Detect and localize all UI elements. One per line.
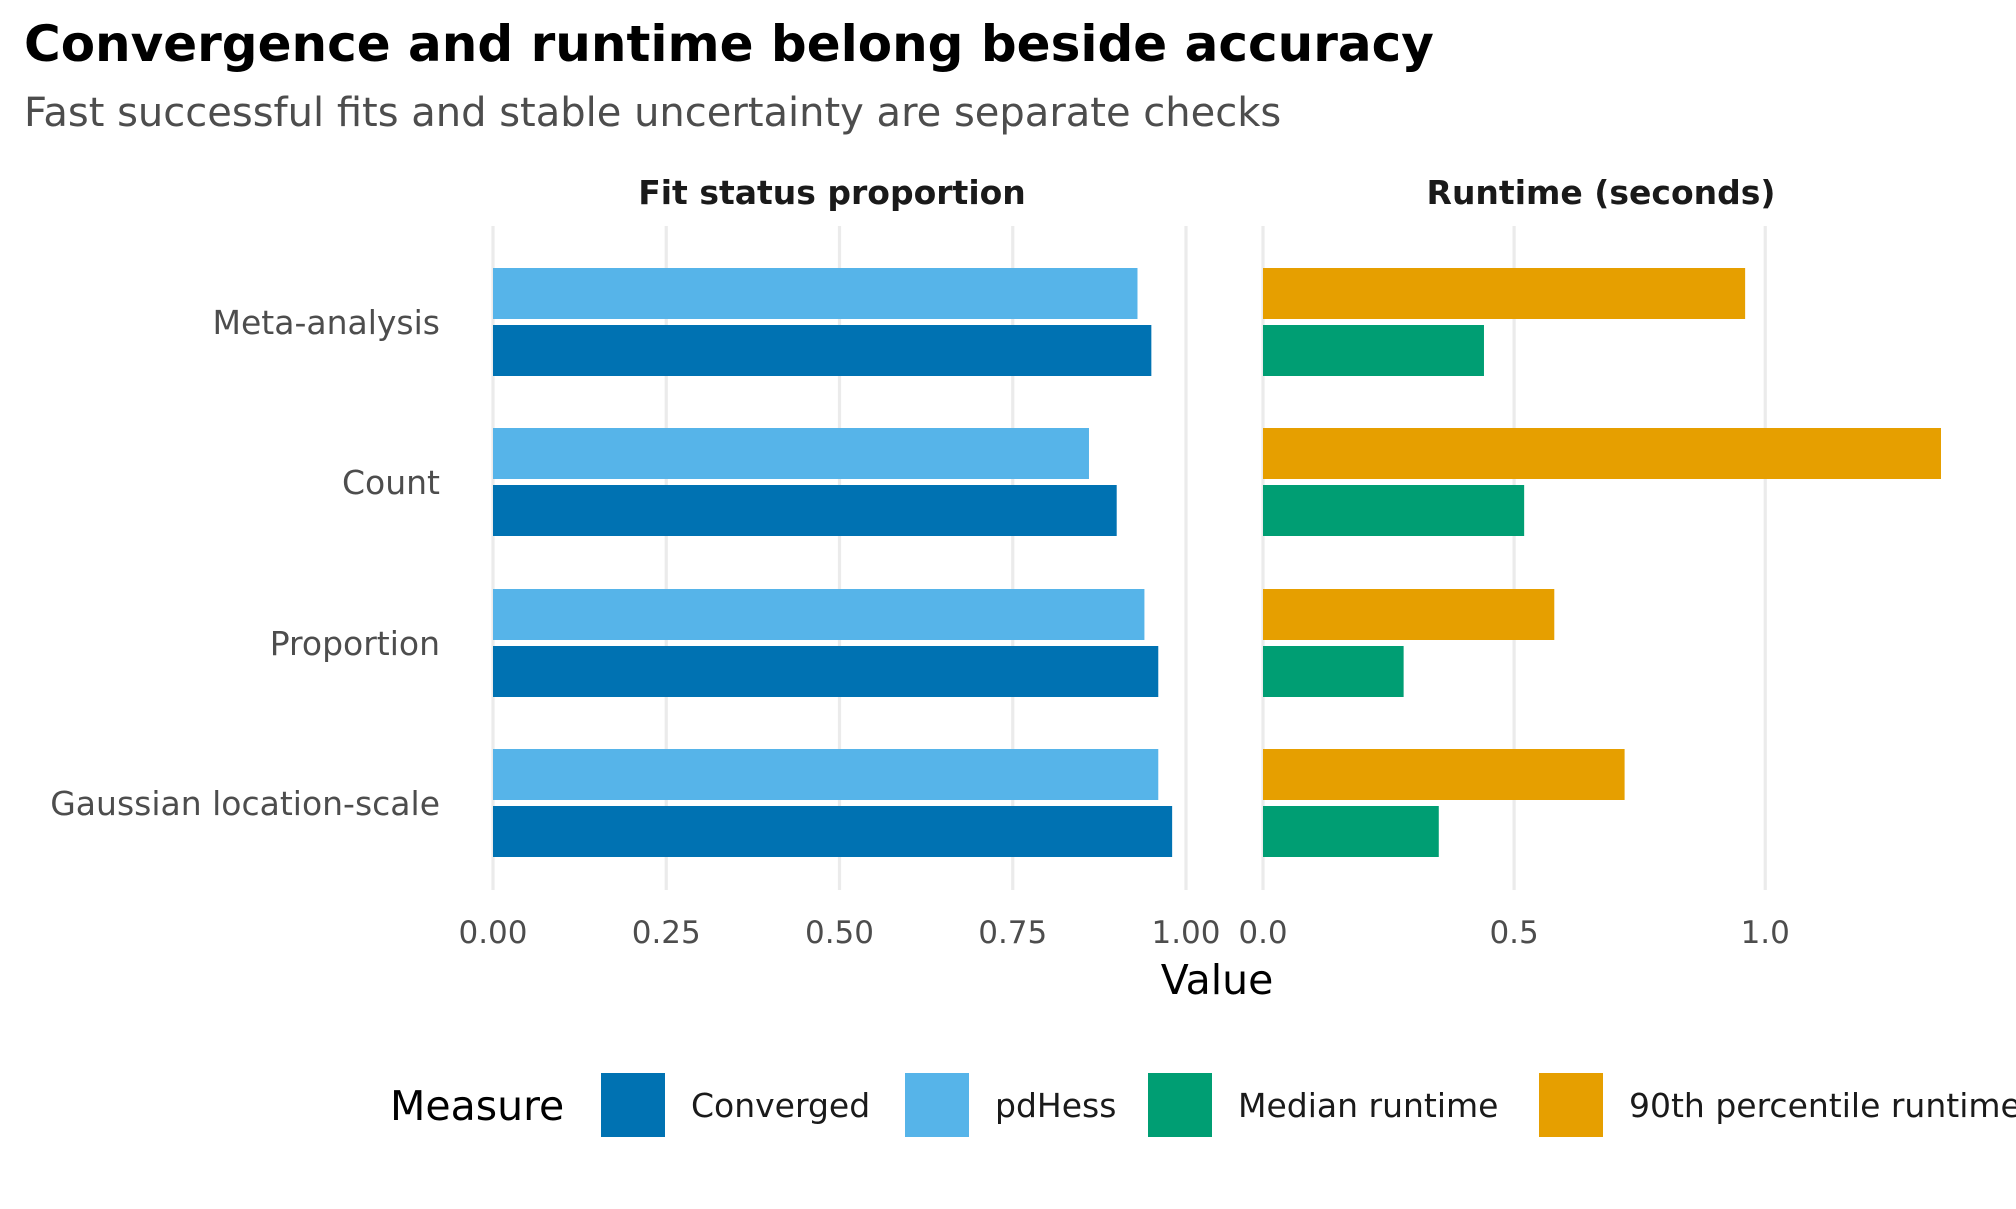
legend-label-median-runtime: Median runtime xyxy=(1238,1086,1498,1125)
x-tick-label: 0.25 xyxy=(632,915,701,951)
strip-label-runtime: Runtime (seconds) xyxy=(1427,173,1776,212)
bar-90th-percentile-runtime-proportion xyxy=(1263,589,1555,640)
bar-pdhess-gaussian-location-scale xyxy=(493,749,1159,800)
bar-pdhess-meta-analysis xyxy=(493,268,1138,319)
y-tick-label: Meta-analysis xyxy=(213,303,440,342)
legend-label-90th-percentile-runtime: 90th percentile runtime xyxy=(1629,1086,2016,1125)
bar-90th-percentile-runtime-meta-analysis xyxy=(1263,268,1746,319)
bar-90th-percentile-runtime-count xyxy=(1263,428,1941,479)
y-tick-label: Gaussian location-scale xyxy=(50,784,440,823)
y-axis-labels: Meta-analysis Count Proportion Gaussian loc… xyxy=(50,303,440,823)
bar-median-runtime-meta-analysis xyxy=(1263,325,1484,376)
panel-fit-status: 0.00 0.25 0.50 0.75 1.00 xyxy=(458,226,1221,951)
legend-label-converged: Converged xyxy=(691,1086,870,1125)
bar-converged-proportion xyxy=(493,646,1159,697)
bar-pdhess-proportion xyxy=(493,589,1145,640)
x-tick-label: 0.50 xyxy=(805,915,874,951)
y-tick-label: Proportion xyxy=(270,624,440,663)
legend-title: Measure xyxy=(390,1082,564,1130)
x-tick-label: 1.0 xyxy=(1741,915,1790,951)
bar-90th-percentile-runtime-gaussian-location-scale xyxy=(1263,749,1625,800)
bar-pdhess-count xyxy=(493,428,1089,479)
x-tick-label: 0.00 xyxy=(458,915,527,951)
bar-median-runtime-count xyxy=(1263,485,1525,536)
legend-key-median-runtime xyxy=(1148,1073,1212,1137)
x-axis-title: Value xyxy=(1161,956,1274,1004)
bar-median-runtime-gaussian-location-scale xyxy=(1263,806,1439,857)
bar-median-runtime-proportion xyxy=(1263,646,1404,697)
x-tick-label: 0.5 xyxy=(1489,915,1538,951)
y-tick-label: Count xyxy=(342,463,440,502)
legend-label-pdhess: pdHess xyxy=(995,1086,1116,1125)
legend-key-converged xyxy=(601,1073,665,1137)
bar-converged-count xyxy=(493,485,1117,536)
bar-converged-meta-analysis xyxy=(493,325,1152,376)
legend-key-90th-percentile-runtime xyxy=(1539,1073,1603,1137)
strip-label-fit-status: Fit status proportion xyxy=(638,173,1026,212)
chart-subtitle: Fast successful fits and stable uncertai… xyxy=(24,90,1281,136)
legend: Converged pdHess Median runtime 90th percen… xyxy=(601,1073,2016,1137)
x-tick-label: 0.0 xyxy=(1238,915,1287,951)
legend-key-pdhess xyxy=(905,1073,969,1137)
panel-runtime: 0.0 0.5 1.0 xyxy=(1238,226,1941,951)
bar-converged-gaussian-location-scale xyxy=(493,806,1173,857)
x-tick-label: 0.75 xyxy=(978,915,1047,951)
chart-title: Convergence and runtime belong beside ac… xyxy=(24,15,1434,73)
x-tick-label: 1.00 xyxy=(1151,915,1220,951)
